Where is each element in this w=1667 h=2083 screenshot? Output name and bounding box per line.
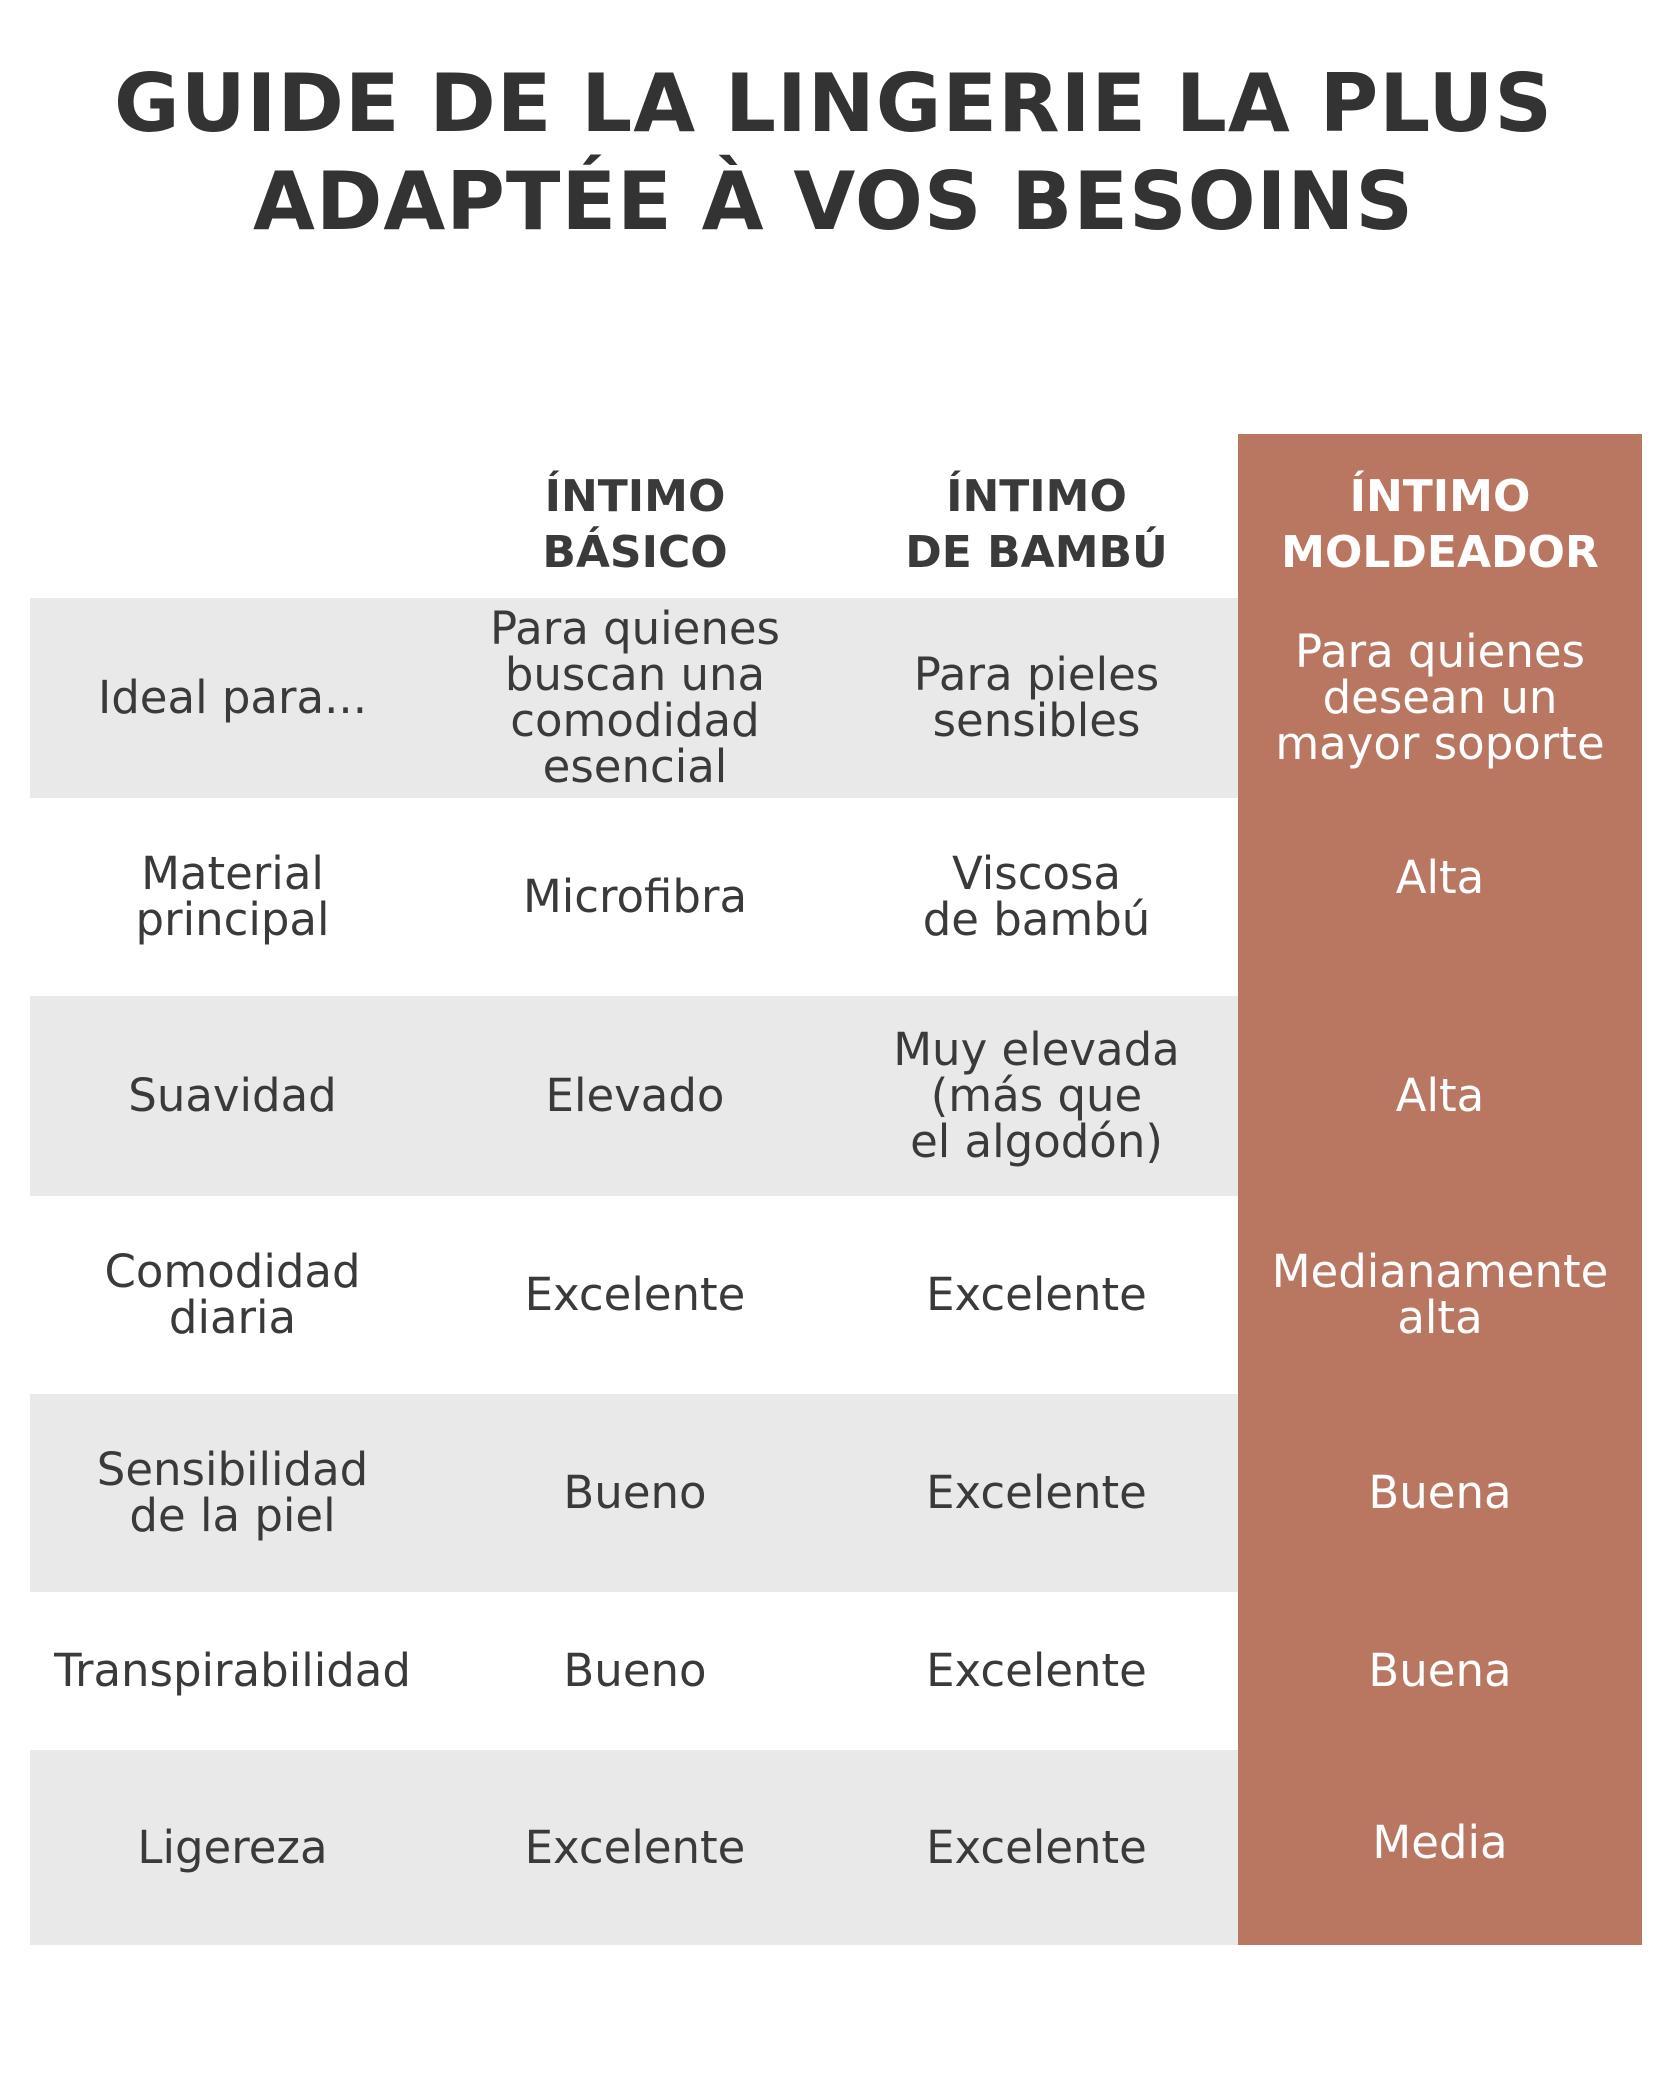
row-label-comodidad: Comodidad diaria (104, 1245, 361, 1344)
row-label-sensibilidad: Sensibilidad de la piel (96, 1443, 369, 1542)
row-stripe (30, 1750, 1238, 1945)
row-label-suavidad: Suavidad (128, 1069, 337, 1122)
cell-sensibilidad-moldeador: Buena (1368, 1466, 1512, 1519)
cell-material-basico: Microfibra (522, 870, 748, 923)
cell-ligereza-basico: Excelente (524, 1820, 746, 1874)
cell-comodidad-moldeador: Medianamente alta (1271, 1245, 1609, 1344)
title-line-1: GUIDE DE LA LINGERIE LA PLUS (114, 57, 1553, 150)
row-label-ligereza: Ligereza (137, 1820, 328, 1874)
cell-sensibilidad-basico: Bueno (563, 1466, 707, 1519)
cell-ideal-bambu: Para pieles sensibles (913, 648, 1160, 747)
row-stripe (30, 1394, 1238, 1592)
cell-comodidad-bambu: Excelente (926, 1268, 1147, 1321)
row-label-ideal: Ideal para... (97, 671, 368, 724)
cell-transpirabilidad-bambu: Excelente (926, 1644, 1147, 1697)
cell-ideal-moldeador: Para quienes desean un mayor soporte (1275, 625, 1605, 770)
cell-transpirabilidad-basico: Bueno (563, 1644, 707, 1697)
cell-ligereza-bambu: Excelente (926, 1820, 1147, 1874)
page-title: GUIDE DE LA LINGERIE LA PLUS ADAPTÉE À V… (0, 55, 1667, 251)
cell-transpirabilidad-moldeador: Buena (1368, 1644, 1512, 1697)
column-header-moldeador: ÍNTIMO MOLDEADOR (1281, 471, 1599, 578)
row-label-material: Material principal (135, 847, 330, 946)
cell-suavidad-basico: Elevado (545, 1069, 725, 1122)
cell-suavidad-moldeador: Alta (1395, 1069, 1485, 1122)
row-stripe (30, 996, 1238, 1196)
cell-sensibilidad-bambu: Excelente (926, 1466, 1147, 1519)
cell-ideal-basico: Para quienes buscan una comodidad esenci… (490, 602, 780, 793)
cell-material-moldeador: Alta (1395, 851, 1485, 904)
column-header-basico: ÍNTIMO BÁSICO (542, 471, 728, 578)
cell-comodidad-basico: Excelente (524, 1268, 746, 1321)
column-header-bambu: ÍNTIMO DE BAMBÚ (905, 471, 1168, 578)
highlight-column (1238, 434, 1642, 1945)
cell-material-bambu: Viscosa de bambú (922, 847, 1151, 946)
cell-ligereza-moldeador: Media (1372, 1815, 1508, 1869)
cell-suavidad-bambu: Muy elevada (más que el algodón) (893, 1023, 1180, 1168)
row-stripe (30, 598, 1238, 798)
row-label-transpirabilidad: Transpirabilidad (54, 1644, 411, 1697)
title-line-2: ADAPTÉE À VOS BESOINS (253, 155, 1414, 248)
